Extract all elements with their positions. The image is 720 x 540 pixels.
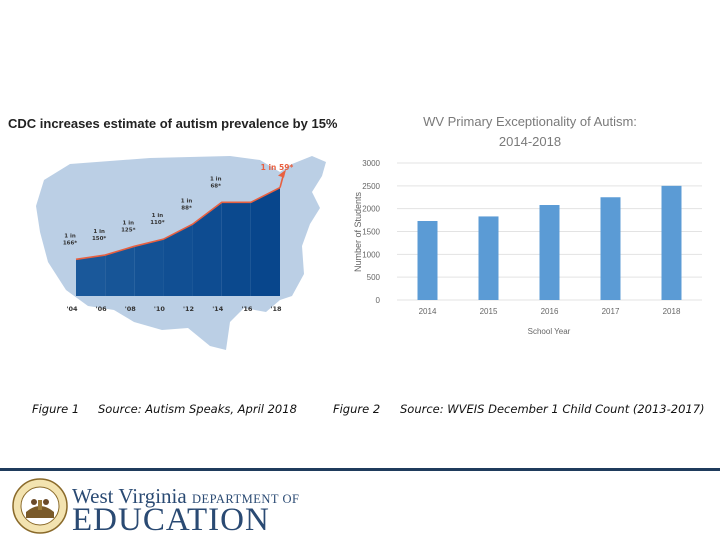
prevalence-label-line1: 1 in (210, 176, 222, 182)
wv-state-seal-icon (12, 478, 68, 534)
year-label: '18 (270, 305, 282, 313)
prevalence-label-line1: 1 in 59* (261, 163, 294, 172)
figure2-ytick-label: 0 (376, 296, 381, 305)
year-label: '04 (66, 305, 78, 313)
figure1-caption-source: Source: Autism Speaks, April 2018 (98, 402, 297, 416)
figure2-bars-group (417, 185, 682, 300)
prevalence-label-line2: 68* (210, 183, 221, 189)
prevalence-area-group (75, 169, 286, 296)
figure2-xticks-group: 2014 2015 2016 2017 2018 (419, 307, 681, 316)
figure2-xtick-label: 2018 (663, 307, 681, 316)
figure2-ytick-label: 1000 (362, 250, 380, 259)
prevalence-area-slice (221, 202, 251, 296)
figure2-ytick-label: 1500 (362, 228, 380, 237)
figure2-bar-2017 (600, 197, 621, 300)
prevalence-trend-line (75, 186, 281, 261)
figure2-subtitle: 2014-2018 (499, 134, 561, 149)
prevalence-label-line2: 110* (150, 220, 164, 226)
prevalence-area-slice (134, 239, 164, 296)
figure2-ytick-label: 2500 (362, 182, 380, 191)
figure2-bar-2015 (478, 216, 499, 300)
figure1-title: CDC increases estimate of autism prevale… (8, 116, 338, 131)
year-label: '12 (183, 305, 194, 313)
figure2-xlabel: School Year (528, 327, 571, 336)
prevalence-area-slice (105, 246, 135, 296)
figure2-bar-2014 (417, 220, 438, 300)
prevalence-label-line2: 125* (121, 227, 135, 233)
figure2-caption-label: Figure 2 (333, 402, 381, 416)
figure2-xtick-label: 2016 (541, 307, 559, 316)
figure2-ytick-label: 3000 (362, 159, 380, 168)
figure2-yticks-group: 0 500 1000 1500 2000 2500 3000 (362, 159, 380, 305)
wv-logo-state: West Virginia (72, 484, 187, 508)
footer-band (0, 468, 720, 540)
prevalence-area-slice (163, 224, 193, 296)
prevalence-area-slice (250, 187, 280, 296)
wv-logo-line1: West Virginia DEPARTMENT OF (72, 484, 299, 509)
figure2-bar-2018 (661, 185, 682, 300)
figure2-bar-2016 (539, 205, 560, 300)
figure2-title: WV Primary Exceptionality of Autism: (423, 114, 637, 129)
figure2-xtick-label: 2015 (480, 307, 498, 316)
figure1-caption-label: Figure 1 (32, 402, 80, 416)
year-label: '10 (154, 305, 166, 313)
figure2-caption-source: Source: WVEIS December 1 Child Count (20… (400, 402, 705, 416)
figure2-ytick-label: 2000 (362, 205, 380, 214)
year-label: '14 (212, 305, 224, 313)
footer-rule (0, 468, 720, 471)
prevalence-label-line1: 1 in (181, 198, 193, 204)
prevalence-label-line1: 1 in (93, 229, 105, 235)
figure2-xtick-label: 2017 (602, 307, 620, 316)
prevalence-label-line1: 1 in (64, 233, 76, 239)
prevalence-label-line2: 150* (92, 236, 106, 242)
prevalence-label-line2: 166* (63, 240, 77, 246)
wv-logo-education: EDUCATION (72, 502, 270, 538)
figure2-ylabel: Number of Students (353, 191, 363, 272)
year-label: '08 (125, 305, 137, 313)
prevalence-area-slice (192, 202, 222, 296)
figure2-xtick-label: 2014 (419, 307, 437, 316)
figure2-chart: WV Primary Exceptionality of Autism: 201… (353, 114, 702, 336)
year-label: '16 (241, 305, 253, 313)
wv-logo-dept: DEPARTMENT OF (191, 492, 300, 506)
prevalence-label-line1: 1 in (123, 220, 135, 226)
year-label: '06 (96, 305, 108, 313)
year-labels-group: '04 '06 '08 '10 '12 '14 '16 '18 (66, 305, 282, 313)
prevalence-area-slice (76, 255, 106, 296)
prevalence-label-line1: 1 in (152, 213, 164, 219)
figure2-ytick-label: 500 (367, 273, 381, 282)
prevalence-label-line2: 88* (181, 205, 192, 211)
